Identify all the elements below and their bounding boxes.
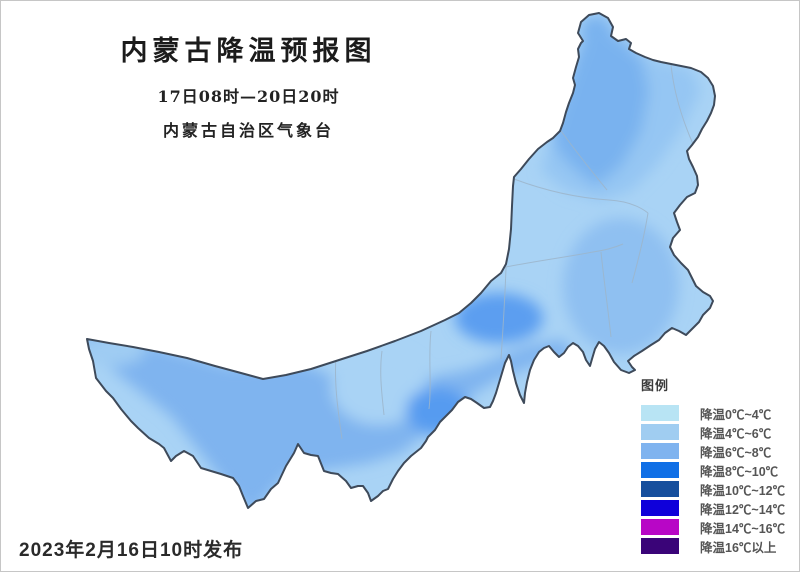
legend-item: 降温8℃~10℃ (641, 462, 796, 479)
legend-item: 降温12℃~14℃ (641, 500, 796, 517)
legend-title: 图例 (641, 378, 670, 393)
legend-color-swatch (641, 405, 679, 421)
zone-central-light-pocket (331, 349, 427, 425)
legend-color-swatch (641, 500, 679, 516)
legend-item-label: 降温0℃~4℃ (700, 407, 772, 422)
legend-item-label: 降温4℃~6℃ (700, 426, 772, 441)
legend-color-swatch (641, 443, 679, 459)
legend-color-swatch (641, 538, 679, 554)
legend: 图例 降温0℃~4℃ 降温4℃~6℃ 降温6℃~8℃ 降温8℃~10℃ 降温10… (641, 375, 796, 557)
zone-east-central (563, 218, 679, 354)
legend-item-label: 降温14℃~16℃ (700, 521, 786, 536)
legend-item: 降温14℃~16℃ (641, 519, 796, 536)
zone-west-arm-6-8 (87, 319, 579, 508)
legend-item-label: 降温10℃~12℃ (700, 483, 786, 498)
legend-item-label: 降温12℃~14℃ (700, 502, 786, 517)
map-header: 内蒙古降温预报图 17日08时—20日20时 内蒙古自治区气象台 (106, 29, 391, 141)
publish-timestamp: 2023年2月16日10时发布 (19, 540, 244, 561)
legend-color-swatch (641, 519, 679, 535)
legend-item-label: 降温8℃~10℃ (700, 464, 779, 479)
legend-item: 降温4℃~6℃ (641, 424, 796, 441)
page-title: 内蒙古降温预报图 (120, 36, 377, 67)
legend-item: 降温10℃~12℃ (641, 481, 796, 498)
zone-dark-blob-central (455, 293, 543, 343)
province-outline (86, 12, 716, 509)
legend-items: 降温0℃~4℃ 降温4℃~6℃ 降温6℃~8℃ 降温8℃~10℃ 降温10℃~1… (641, 405, 796, 555)
legend-color-swatch (641, 424, 679, 440)
legend-item: 降温16℃以上 (641, 538, 796, 555)
legend-item-label: 降温16℃以上 (700, 540, 777, 555)
zone-dark-blob-south (406, 387, 470, 435)
legend-color-swatch (641, 462, 679, 478)
zone-west-tip-lighter (87, 336, 145, 366)
legend-color-swatch (641, 481, 679, 497)
legend-item: 降温0℃~4℃ (641, 405, 796, 422)
inner-league-borders (334, 64, 694, 440)
legend-item-label: 降温6℃~8℃ (700, 445, 772, 460)
issuing-agency: 内蒙古自治区气象台 (162, 121, 334, 140)
legend-item: 降温6℃~8℃ (641, 443, 796, 460)
forecast-time-range: 17日08时—20日20时 (157, 87, 340, 106)
